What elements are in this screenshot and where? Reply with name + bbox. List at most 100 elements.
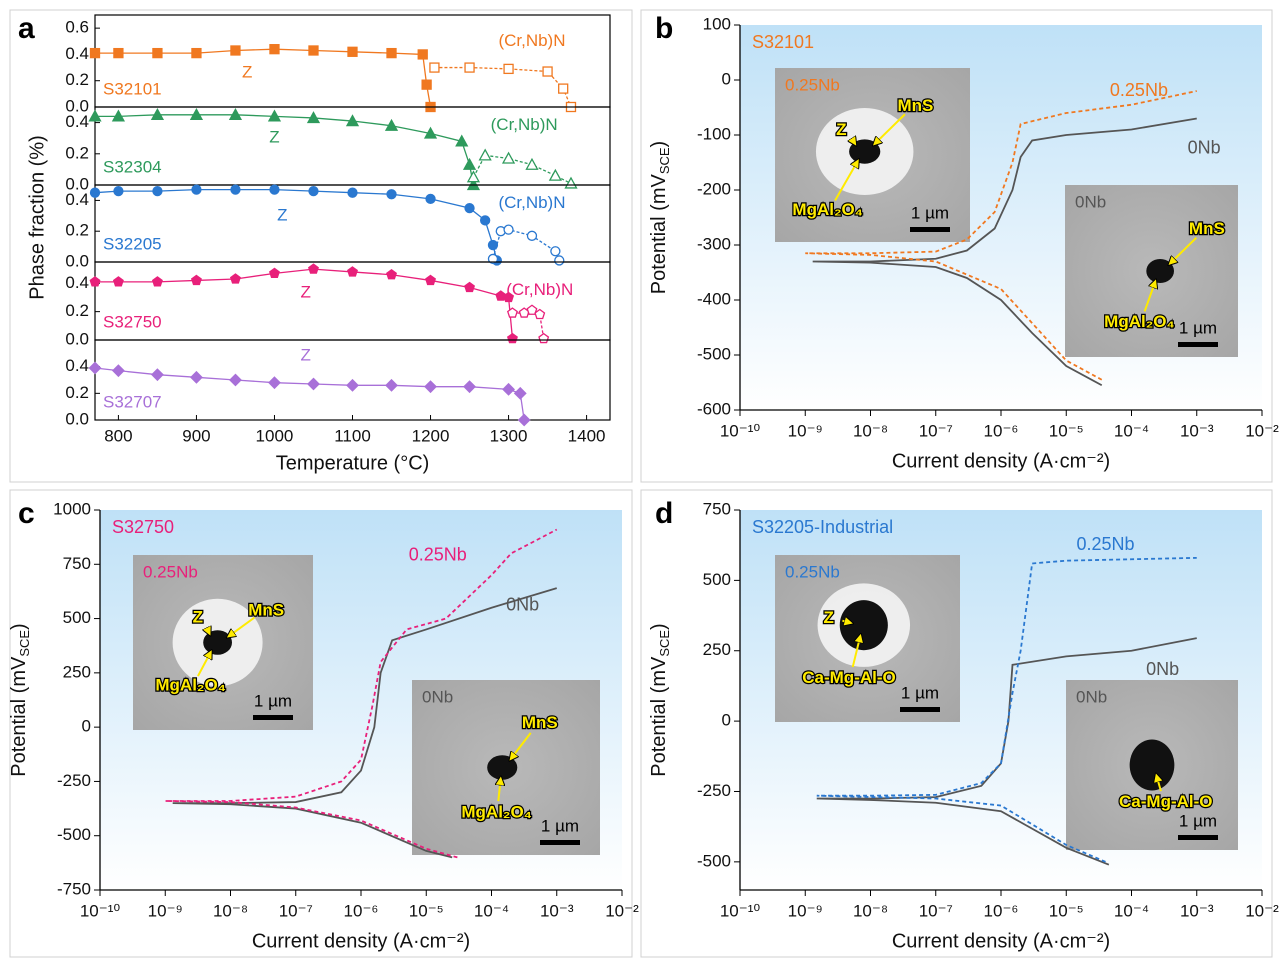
inset-label: Ca-Mg-Al-O — [802, 668, 895, 687]
x-tick-label: 10⁻⁴ — [1114, 901, 1149, 920]
x-tick-label: 10⁻⁸ — [853, 421, 888, 440]
inset-scale-bar — [1178, 342, 1218, 347]
marker — [504, 225, 513, 234]
y-tick-label: 250 — [63, 662, 91, 681]
marker — [464, 159, 475, 169]
sample-label: S32205 — [103, 234, 162, 253]
series-name: Z — [242, 62, 252, 81]
y-axis-label: Potential (mVSCE) — [648, 623, 672, 776]
x-tick-label: 10⁻² — [1245, 901, 1279, 920]
sample-label: S32205-Industrial — [752, 517, 893, 537]
y-tick-label: 0 — [722, 69, 731, 88]
series-name: Z — [300, 345, 310, 364]
x-tick-label: 10⁻⁹ — [148, 901, 183, 920]
marker — [503, 384, 514, 395]
marker — [309, 264, 318, 273]
panel-letter: c — [18, 497, 35, 530]
y-tick-label: 0.6 — [65, 18, 89, 37]
inset-title: 0.25Nb — [143, 562, 198, 581]
y-tick-label: 750 — [703, 499, 731, 518]
marker — [422, 80, 431, 89]
y-axis-label: Potential (mVSCE) — [648, 141, 672, 294]
x-tick-label: 10⁻¹⁰ — [80, 901, 121, 920]
inset-label: Z — [193, 607, 203, 626]
x-axis-label: Current density (A·cm⁻²) — [252, 930, 470, 952]
y-tick-label: 0.2 — [65, 221, 89, 240]
marker — [387, 270, 396, 279]
y-tick-label: -200 — [697, 179, 731, 198]
x-axis-label: Current density (A·cm⁻²) — [892, 930, 1110, 952]
marker — [555, 256, 564, 265]
x-tick-label: 1000 — [256, 426, 294, 445]
y-tick-label: -500 — [57, 825, 91, 844]
inset-label: Z — [823, 608, 833, 627]
y-axis-label-sub: SCE — [657, 630, 672, 657]
inset-scale-bar — [900, 707, 940, 712]
x-tick-label: 10⁻⁸ — [213, 901, 248, 920]
page: Phase fraction and polarization curves {… — [0, 0, 1281, 959]
inset-inclusion — [840, 600, 888, 650]
y-tick-label: 0.4 — [65, 112, 89, 131]
x-tick-label: 1200 — [412, 426, 450, 445]
inset-scale: 1 µm — [541, 816, 579, 835]
inset-title: 0Nb — [1076, 687, 1107, 706]
marker — [464, 381, 475, 392]
y-tick-label: 0.2 — [65, 383, 89, 402]
marker — [387, 49, 396, 58]
y-tick-label: 100 — [703, 14, 731, 33]
x-tick-label: 10⁻⁷ — [919, 421, 953, 440]
inset-scale: 1 µm — [1179, 318, 1217, 337]
sample-label: S32101 — [103, 79, 162, 98]
x-tick-label: 10⁻⁵ — [1049, 421, 1084, 440]
inset-scale: 1 µm — [1179, 811, 1217, 830]
y-tick-label: -500 — [697, 344, 731, 363]
y-axis-label: Potential (mVSCE) — [8, 623, 32, 776]
x-tick-label: 10⁻³ — [1180, 901, 1214, 920]
x-tick-label: 10⁻³ — [540, 901, 574, 920]
series-name: (Cr,Nb)N — [506, 280, 573, 299]
x-tick-label: 900 — [182, 426, 210, 445]
panel-letter: a — [18, 12, 35, 45]
y-tick-label: 0.4 — [65, 273, 89, 292]
marker — [114, 49, 123, 58]
panel-letter: d — [655, 497, 673, 530]
marker — [91, 188, 100, 197]
y-tick-label: 0.2 — [65, 70, 89, 89]
y-tick-label: 0 — [722, 711, 731, 730]
inset-title: 0.25Nb — [785, 75, 840, 94]
x-tick-label: 10⁻⁶ — [984, 901, 1019, 920]
series-name: (Cr,Nb)N — [491, 115, 558, 134]
inset-scale: 1 µm — [911, 203, 949, 222]
inset-scale-bar — [1178, 835, 1218, 840]
series-name: (Cr,Nb)N — [498, 31, 565, 50]
inset-scale-bar — [253, 715, 293, 720]
y-tick-label: 0.0 — [65, 409, 89, 428]
x-tick-label: 10⁻⁵ — [409, 901, 444, 920]
series-name: Z — [300, 283, 310, 302]
x-tick-label: 10⁻⁹ — [788, 901, 823, 920]
x-tick-label: 10⁻⁸ — [853, 901, 888, 920]
y-axis-label-text: Potential (mV — [648, 174, 670, 295]
inset-scale: 1 µm — [254, 691, 292, 710]
x-tick-label: 10⁻¹⁰ — [720, 421, 761, 440]
inset-inclusion — [1130, 740, 1175, 791]
y-tick-label: 0.4 — [65, 356, 89, 375]
y-axis-label-end: ) — [648, 623, 670, 630]
marker — [231, 46, 240, 55]
marker — [543, 67, 552, 76]
y-tick-label: 0 — [82, 717, 91, 736]
marker — [526, 159, 537, 169]
x-tick-label: 10⁻² — [1245, 421, 1279, 440]
inset-scale: 1 µm — [901, 683, 939, 702]
series-name: 0.25Nb — [409, 544, 467, 564]
marker — [152, 369, 163, 380]
y-axis-label-end: ) — [648, 141, 670, 148]
y-tick-label: 500 — [63, 608, 91, 627]
y-tick-label: 1000 — [53, 499, 91, 518]
marker — [348, 47, 357, 56]
inset-label: MnS — [897, 96, 933, 115]
inset-label: MgAl₂O₄ — [155, 676, 225, 695]
x-tick-label: 1100 — [334, 426, 371, 445]
series-name: 0Nb — [506, 594, 539, 614]
marker — [192, 185, 201, 194]
